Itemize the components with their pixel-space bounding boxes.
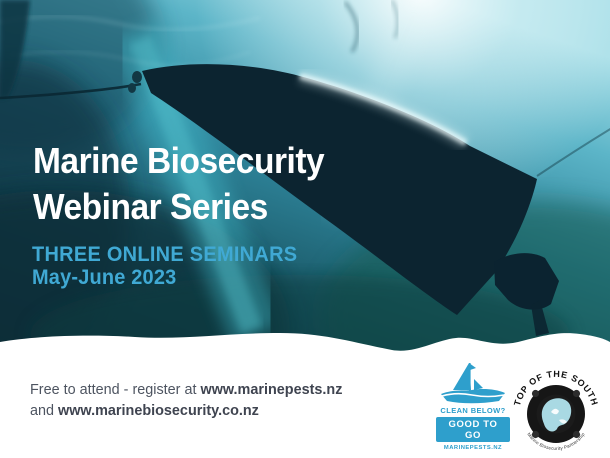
good-to-go-badge: GOOD TO GO bbox=[436, 417, 510, 442]
jetty-edge bbox=[0, 0, 30, 99]
floating-debris bbox=[390, 0, 400, 39]
registration-conjunction: and bbox=[30, 401, 55, 419]
poster-title: Marine Biosecurity Webinar Series bbox=[33, 138, 325, 230]
map-sound-detail bbox=[551, 408, 559, 415]
registration-line2: and www.marinebiosecurity.co.nz bbox=[30, 401, 342, 422]
ring-shackle bbox=[531, 389, 540, 398]
mooring-line bbox=[536, 128, 610, 177]
poster-date-range: May-June 2023 bbox=[32, 266, 177, 289]
clean-below-question: CLEAN BELOW? bbox=[440, 406, 506, 415]
poster-title-line2: Webinar Series bbox=[33, 186, 268, 227]
surface-ripple bbox=[9, 50, 251, 67]
boat-hull-silhouette bbox=[142, 64, 537, 315]
clean-below-logo: CLEAN BELOW? GOOD TO GO MARINEPESTS.NZ bbox=[436, 361, 510, 451]
sailboat-icon bbox=[441, 363, 505, 404]
clean-below-website: MARINEPESTS.NZ bbox=[443, 445, 503, 451]
fender-buoy bbox=[128, 83, 136, 93]
hull-edge-glint bbox=[299, 73, 468, 146]
poster-title-line1: Marine Biosecurity bbox=[33, 140, 325, 181]
top-of-the-south-logo: TOP OF THE SOUTH Marine Biosecurity Part… bbox=[512, 369, 599, 451]
registration-info: Free to attend - register at www.marinep… bbox=[30, 380, 342, 421]
poster-subtitle: THREE ONLINE SEMINARS bbox=[32, 243, 298, 266]
registration-url-marinepests: www.marinepests.nz bbox=[200, 381, 343, 398]
registration-url-marinebiosecurity: www.marinebiosecurity.co.nz bbox=[58, 401, 259, 419]
motor-skeg bbox=[531, 300, 549, 336]
ring-shackle bbox=[531, 430, 540, 439]
floating-debris bbox=[343, 1, 360, 53]
fender-buoy bbox=[132, 71, 142, 83]
ring-shackle bbox=[572, 430, 581, 439]
registration-line1: Free to attend - register at www.marinep… bbox=[30, 380, 342, 401]
surface-ripple bbox=[0, 15, 261, 32]
outboard-motor-silhouette bbox=[494, 253, 559, 310]
map-bay-detail bbox=[559, 419, 567, 424]
registration-prefix: Free to attend - register at bbox=[30, 381, 197, 398]
water-surface-line bbox=[0, 82, 142, 100]
ring-shackle bbox=[572, 389, 581, 398]
